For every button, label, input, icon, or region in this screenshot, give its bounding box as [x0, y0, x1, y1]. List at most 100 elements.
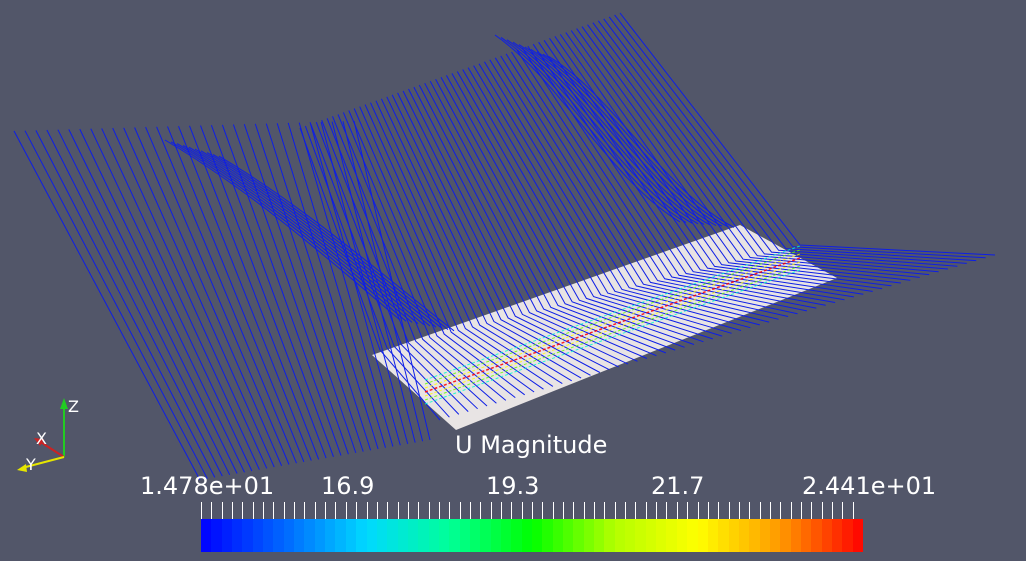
streamline — [506, 39, 693, 224]
streamline — [435, 79, 676, 351]
streamline — [364, 104, 554, 387]
colorbar-band — [780, 519, 791, 552]
streamline — [500, 55, 789, 317]
colorbar-band — [232, 519, 243, 552]
streamline — [164, 139, 401, 321]
streamline — [332, 116, 497, 404]
streamline — [619, 12, 996, 256]
streamline — [218, 155, 455, 332]
colorbar[interactable] — [201, 519, 863, 552]
streamline — [614, 14, 986, 259]
colorbar-title: U Magnitude — [455, 431, 608, 459]
streamline — [494, 57, 779, 320]
colorbar-band — [697, 519, 708, 552]
streamline — [467, 67, 732, 334]
colorbar-band — [769, 519, 781, 552]
colorbar-band — [201, 519, 212, 552]
colorbar-tick-label-4: 21.7 — [651, 472, 705, 500]
streamline — [194, 148, 431, 327]
streamline — [402, 90, 619, 368]
streamline — [189, 125, 320, 460]
streamline — [79, 128, 245, 473]
colorbar-band — [356, 519, 367, 552]
streamline — [587, 24, 939, 273]
streamline — [570, 30, 911, 281]
streamline — [530, 48, 717, 227]
streamline — [342, 112, 516, 398]
colorbar-band — [542, 519, 553, 552]
streamline — [608, 16, 977, 262]
streamline — [359, 106, 544, 390]
orientation-axes: Z X Y — [17, 397, 79, 474]
colorbar-band — [604, 519, 615, 552]
colorbar-tick-label-max: 2.441e+01 — [802, 472, 937, 500]
streamline — [243, 124, 357, 454]
streamline — [548, 56, 735, 228]
streamline — [206, 152, 443, 329]
colorbar-band — [459, 519, 470, 552]
velocity-core-line — [424, 253, 801, 389]
streamline — [299, 127, 441, 421]
streamline — [326, 118, 488, 407]
colorbar-band — [666, 519, 677, 552]
colorbar-tick-label-2: 16.9 — [321, 472, 375, 500]
colorbar-band — [563, 519, 574, 552]
streamline — [200, 150, 437, 328]
streamline — [221, 124, 342, 456]
streamline — [518, 44, 705, 225]
streamline — [178, 126, 312, 461]
colorbar-ticks — [201, 502, 854, 534]
axis-label-y: Y — [25, 455, 36, 474]
streamline — [176, 143, 413, 323]
streamline — [309, 122, 401, 446]
streamline — [101, 128, 260, 470]
streamline — [445, 75, 695, 345]
streamline — [418, 84, 648, 359]
axis-label-z: Z — [68, 397, 79, 416]
streamline — [424, 82, 657, 357]
streamline — [182, 144, 419, 324]
colorbar-band — [594, 519, 605, 552]
colorbar-band — [728, 519, 739, 552]
colorbar-band — [294, 519, 305, 552]
colorbar-band — [480, 519, 491, 552]
colorbar-tick-label-3: 19.3 — [486, 472, 540, 500]
streamline — [375, 100, 572, 382]
streamline — [565, 32, 901, 284]
streamline — [451, 73, 704, 343]
streamline — [112, 127, 268, 469]
colorbar-gradient — [201, 519, 863, 552]
colorbar-band — [707, 519, 719, 552]
colorbar-band — [273, 519, 284, 552]
colorbar-band — [532, 519, 543, 552]
colorbar-tick-label-min: 1.478e+01 — [140, 472, 275, 500]
streamline — [456, 71, 713, 340]
colorbar-band — [325, 519, 336, 552]
colorbar-band — [449, 519, 460, 552]
streamline — [68, 129, 238, 474]
streamline — [505, 53, 798, 315]
velocity-core-line — [424, 261, 801, 397]
streamline — [304, 125, 450, 418]
streamline — [494, 34, 681, 223]
colorbar-band — [583, 519, 595, 552]
colorbar-band — [676, 519, 688, 552]
streamline — [321, 120, 478, 410]
axis-label-x: X — [36, 429, 47, 448]
colorbar-band — [304, 519, 315, 552]
colorbar-band — [821, 519, 832, 552]
colorbar-band — [314, 519, 326, 552]
colorbar-band — [625, 519, 636, 552]
colorbar-band — [842, 519, 853, 552]
colorbar-band — [345, 519, 357, 552]
streamline — [512, 41, 699, 225]
velocity-core-line — [424, 257, 801, 393]
colorbar-band — [407, 519, 419, 552]
streamline — [549, 38, 873, 292]
colorbar-band — [263, 519, 274, 552]
streamline — [532, 43, 845, 301]
streamline — [516, 49, 817, 309]
streamline — [511, 51, 807, 312]
colorbar-band — [790, 519, 801, 552]
